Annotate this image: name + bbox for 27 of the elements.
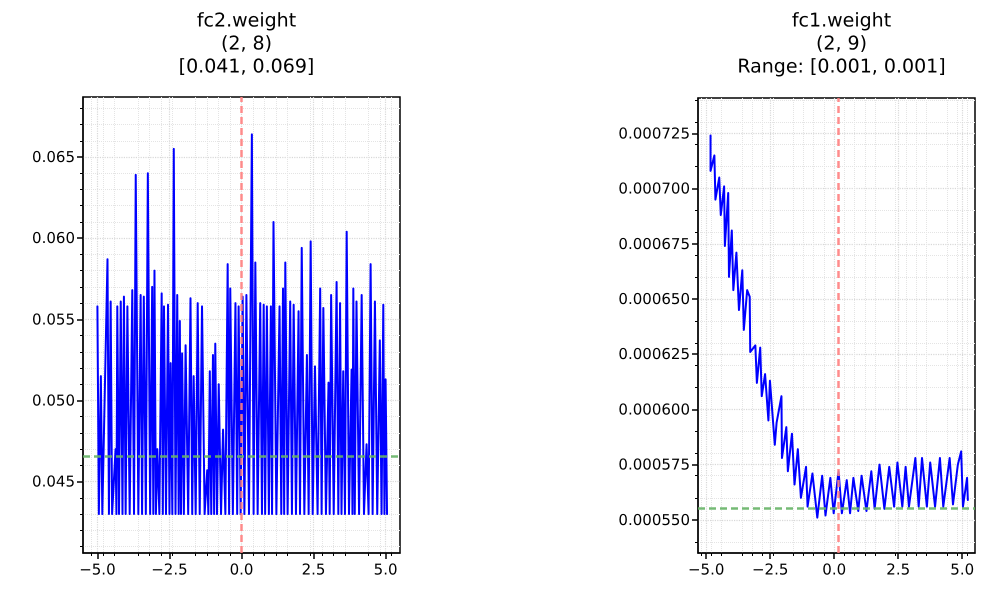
y-tick-label: 0.000675	[618, 234, 690, 253]
x-tick-label: 0.0	[230, 560, 254, 578]
x-tick-label: 5.0	[374, 560, 398, 578]
x-tick-label: 5.0	[950, 560, 974, 578]
y-tick-label: 0.000725	[618, 124, 690, 142]
line-series	[96, 133, 388, 516]
y-tick-label: 0.000550	[618, 510, 690, 529]
x-tick-label: 0.0	[822, 560, 846, 578]
y-tick-label: 0.000600	[618, 400, 690, 418]
x-tick-label: −5.0	[688, 560, 724, 578]
y-tick-label: 0.050	[32, 391, 75, 410]
x-tick-label: −5.0	[79, 560, 116, 578]
y-tick-label: 0.000700	[618, 180, 690, 198]
y-tick-label: 0.000575	[618, 456, 690, 474]
x-tick-label: −2.5	[151, 560, 188, 578]
chart-title: fc2.weight (2, 8) [0.041, 0.069]	[178, 10, 314, 78]
chart-title: fc1.weight (2, 9) Range: [0.001, 0.001]	[737, 10, 946, 78]
x-tick-label: 2.5	[302, 560, 326, 578]
x-tick-label: 2.5	[886, 560, 910, 578]
x-tick-label: −2.5	[752, 560, 788, 578]
y-tick-label: 0.060	[32, 229, 75, 248]
y-tick-label: 0.055	[32, 310, 75, 328]
y-tick-label: 0.000650	[618, 290, 690, 308]
y-tick-label: 0.045	[32, 472, 75, 491]
y-tick-label: 0.065	[32, 148, 75, 166]
y-tick-label: 0.000625	[618, 345, 690, 364]
line-series	[710, 134, 969, 519]
